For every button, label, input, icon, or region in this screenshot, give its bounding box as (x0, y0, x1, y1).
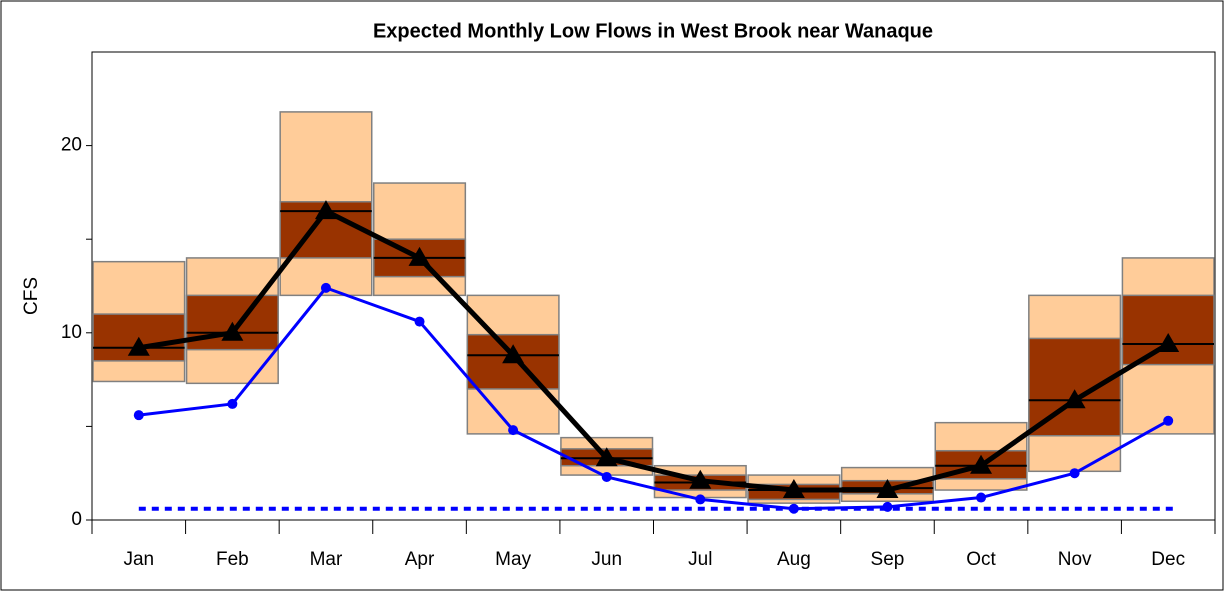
x-tick-label: Jun (591, 549, 622, 570)
y-tick-label: 10 (61, 322, 82, 343)
circle-marker (414, 316, 425, 327)
x-tick-label: Aug (777, 549, 811, 570)
x-tick-label: Apr (405, 549, 435, 570)
y-tick-label: 20 (61, 135, 82, 156)
triangle-marker (782, 479, 805, 499)
x-tick-label: Nov (1058, 549, 1092, 570)
circle-marker (695, 494, 706, 505)
triangle-marker (1063, 389, 1086, 409)
triangle-marker (502, 344, 525, 364)
x-tick-label: Jan (123, 549, 154, 570)
triangle-marker (876, 479, 899, 499)
circle-marker (601, 471, 612, 482)
triangle-marker (1157, 333, 1180, 353)
y-tick-label: 0 (71, 509, 82, 530)
x-tick-label: Dec (1151, 549, 1185, 570)
triangle-marker (595, 447, 618, 467)
series-line (138, 208, 1170, 493)
circle-marker (976, 492, 987, 503)
circle-marker (320, 282, 331, 293)
circle-marker (508, 425, 519, 436)
circle-marker (788, 503, 799, 514)
triangle-marker (314, 200, 337, 220)
circle-marker (1069, 468, 1080, 479)
x-tick-label: Jul (688, 549, 712, 570)
x-tick-label: Mar (310, 549, 343, 570)
x-tick-label: May (495, 549, 531, 570)
y-axis-label: CFS (21, 277, 42, 315)
x-tick-label: Oct (966, 549, 996, 570)
circle-marker (882, 501, 893, 512)
series-line (138, 286, 1169, 511)
circle-marker (227, 398, 238, 409)
chart-title: Expected Monthly Low Flows in West Brook… (373, 20, 933, 42)
triangle-marker (127, 336, 150, 356)
x-tick-label: Feb (216, 549, 249, 570)
x-tick-label: Sep (871, 549, 905, 570)
triangle-marker (689, 469, 712, 489)
triangle-marker (221, 321, 244, 341)
triangle-marker (970, 454, 993, 474)
triangle-marker (408, 246, 431, 266)
circle-marker (1163, 415, 1174, 426)
circle-marker (133, 410, 144, 421)
inner-box (1121, 294, 1215, 366)
